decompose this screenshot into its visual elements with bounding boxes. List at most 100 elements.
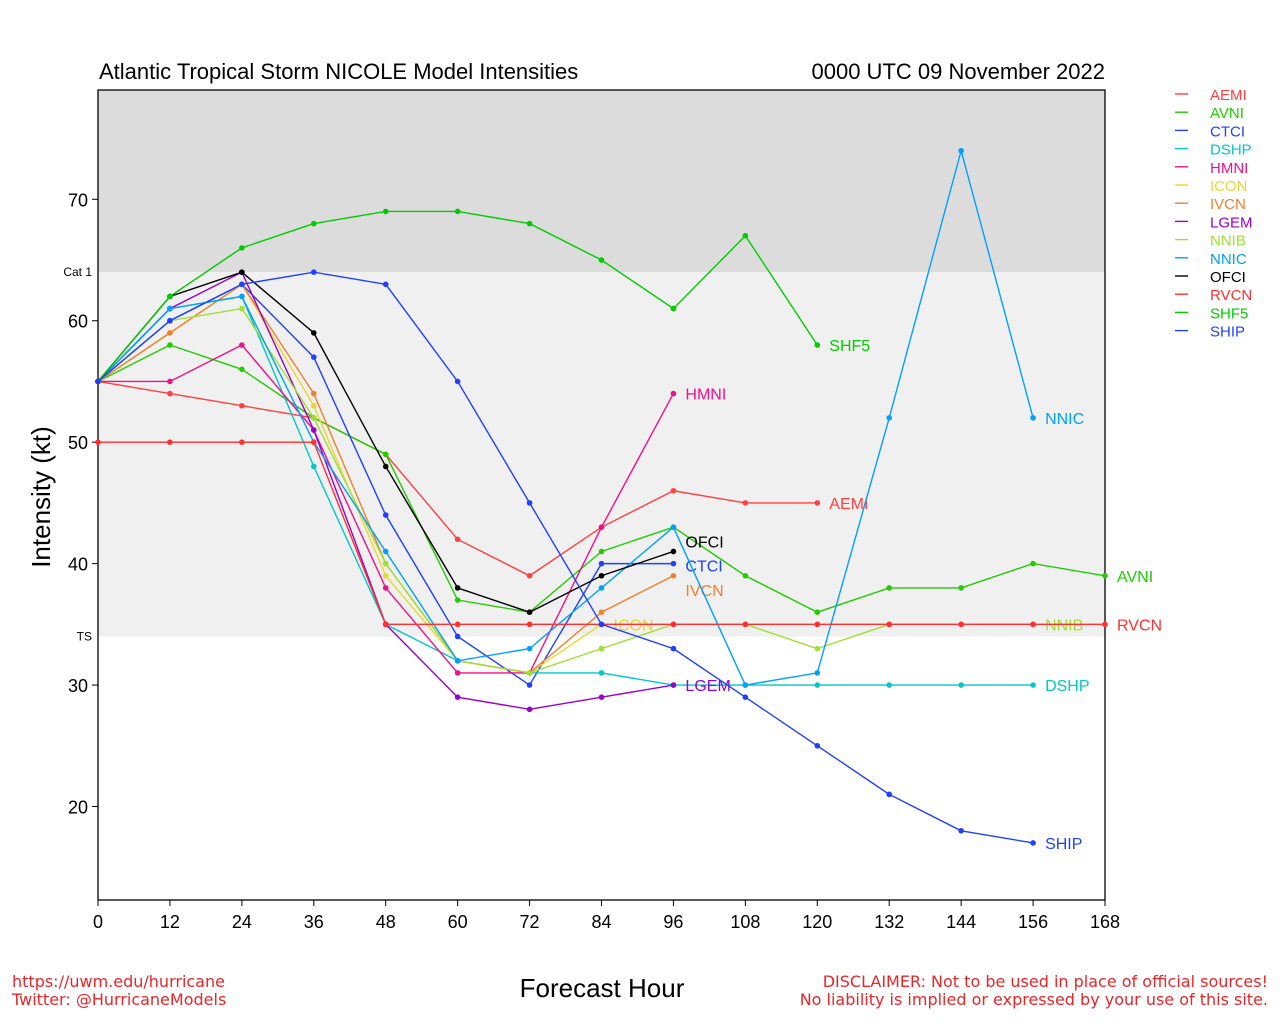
data-point-nnic <box>454 657 461 664</box>
data-point-rvcn <box>1030 621 1036 628</box>
y-tick-label: 30 <box>68 676 88 696</box>
chart-subtitle: 0000 UTC 09 November 2022 <box>812 59 1106 84</box>
x-tick-label: 24 <box>232 912 252 932</box>
x-tick-label: 48 <box>376 912 396 932</box>
data-point-avni <box>167 342 173 348</box>
disclaimer-line1: DISCLAIMER: Not to be used in place of o… <box>822 972 1268 991</box>
data-point-rvcn <box>526 621 533 628</box>
footer-twitter: Twitter: @HurricaneModels <box>12 990 227 1009</box>
data-point-avni <box>382 451 389 458</box>
data-point-lgem <box>310 427 317 433</box>
data-point-nnic <box>886 415 893 421</box>
data-point-nnic <box>958 147 964 154</box>
data-point-nnic <box>1030 415 1036 421</box>
x-tick-label: 120 <box>802 912 832 932</box>
series-line-dshp <box>97 295 1034 686</box>
legend-label-ivcn: IVCN <box>1210 196 1246 213</box>
series-end-label-nnib: NNIB <box>1045 617 1083 634</box>
data-point-rvcn <box>958 621 964 628</box>
series-end-label-ctci: CTCI <box>685 559 722 576</box>
data-point-ivcn <box>598 609 605 615</box>
series-line-nnic <box>97 148 1034 686</box>
data-point-avni <box>742 572 749 579</box>
data-point-nnic <box>670 524 677 530</box>
data-point-hmni <box>382 585 389 591</box>
data-point-dshp <box>310 463 317 470</box>
data-point-avni <box>958 585 964 591</box>
data-point-hmni <box>598 524 605 530</box>
series-end-label-avni: AVNI <box>1117 569 1153 586</box>
legend-label-icon: ICON <box>1210 178 1248 195</box>
data-point-hmni <box>167 378 173 385</box>
data-point-ship <box>454 378 461 385</box>
data-point-ctci <box>454 633 461 640</box>
x-tick-label: 84 <box>591 912 611 932</box>
data-point-shf5 <box>167 293 173 300</box>
data-point-rvcn <box>95 439 101 445</box>
data-point-ofci <box>310 330 317 336</box>
data-point-rvcn <box>886 621 893 628</box>
legend-label-hmni: HMNI <box>1210 160 1248 177</box>
data-point-nnic <box>239 293 245 300</box>
data-point-ship <box>526 500 533 506</box>
data-point-ctci <box>526 682 533 688</box>
data-point-ofci <box>454 585 461 591</box>
data-point-shf5 <box>814 342 821 348</box>
x-tick-label: 72 <box>520 912 540 932</box>
series-line-ship <box>97 271 1034 844</box>
legend-label-aemi: AEMI <box>1210 87 1247 104</box>
data-point-hmni <box>670 390 677 397</box>
data-point-lgem <box>598 694 605 700</box>
data-point-rvcn <box>454 621 461 628</box>
data-point-ship <box>310 269 317 275</box>
footer-url[interactable]: https://uwm.edu/hurricane <box>12 972 225 991</box>
data-point-shf5 <box>598 257 605 263</box>
data-point-avni <box>1030 560 1036 567</box>
data-point-ofci <box>598 572 605 579</box>
x-tick-label: 132 <box>874 912 904 932</box>
data-point-aemi <box>454 536 461 543</box>
data-point-ship <box>239 281 245 288</box>
legend-label-lgem: LGEM <box>1210 214 1253 231</box>
legend-label-nnib: NNIB <box>1210 233 1246 250</box>
legend-label-avni: AVNI <box>1210 105 1244 122</box>
band-label: TS <box>77 629 92 643</box>
series-end-label-lgem: LGEM <box>685 678 730 695</box>
data-point-nnib <box>382 560 389 567</box>
x-axis-label: Forecast Hour <box>520 973 685 1003</box>
y-tick-label: 60 <box>68 312 88 332</box>
legend-label-ship: SHIP <box>1210 324 1245 341</box>
x-tick-label: 96 <box>663 912 683 932</box>
data-point-ship <box>1030 840 1036 846</box>
data-point-ship <box>167 317 173 324</box>
data-point-lgem <box>526 706 533 713</box>
data-point-shf5 <box>454 208 461 215</box>
data-point-ivcn <box>670 572 677 579</box>
data-point-aemi <box>239 402 245 409</box>
y-axis-label: Intensity (kt) <box>26 426 56 568</box>
band-label: Cat 1 <box>63 265 92 279</box>
data-point-hmni <box>454 670 461 676</box>
data-point-lgem <box>454 694 461 700</box>
data-point-ctci <box>598 560 605 567</box>
legend-label-ctci: CTCI <box>1210 123 1245 140</box>
data-point-nnib <box>598 645 605 652</box>
data-point-nnic <box>742 682 749 688</box>
data-point-icon <box>310 402 317 409</box>
data-point-ship <box>958 827 964 834</box>
data-point-dshp <box>1030 682 1036 688</box>
data-point-ctci <box>670 560 677 567</box>
x-tick-label: 0 <box>93 912 103 932</box>
data-point-shf5 <box>382 208 389 215</box>
x-tick-label: 12 <box>160 912 180 932</box>
data-point-ship <box>95 378 101 385</box>
data-point-ship <box>886 791 893 798</box>
data-point-ofci <box>382 463 389 470</box>
data-point-aemi <box>526 572 533 579</box>
data-point-ofci <box>239 269 245 275</box>
data-point-avni <box>454 597 461 603</box>
data-point-shf5 <box>239 245 245 251</box>
data-point-rvcn <box>670 621 677 628</box>
legend-label-shf5: SHF5 <box>1210 305 1248 322</box>
